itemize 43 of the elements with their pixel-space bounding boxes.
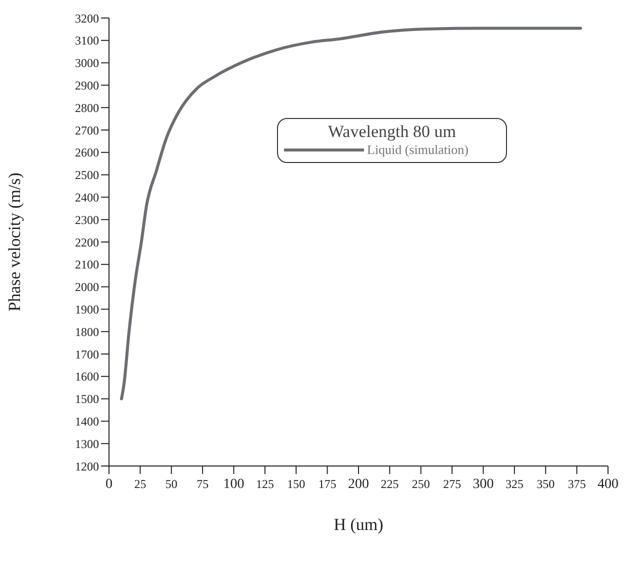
x-tick-label: 0	[106, 477, 112, 492]
x-tick-label: 175	[318, 477, 336, 491]
y-tick-label: 2300	[75, 212, 99, 227]
x-tick-label: 75	[196, 477, 209, 491]
y-tick-label: 2900	[75, 78, 99, 92]
x-tick-label: 100	[223, 477, 244, 492]
y-tick-label: 2800	[75, 100, 99, 115]
y-tick-label: 1500	[75, 392, 99, 406]
x-tick-label: 300	[472, 477, 494, 492]
x-tick-label: 400	[598, 477, 618, 492]
y-tick-label: 3200	[75, 11, 99, 26]
x-tick-label: 275	[443, 477, 462, 491]
y-tick-label: 2600	[75, 146, 99, 160]
y-tick-label: 1600	[75, 370, 99, 384]
x-tick-label: 200	[348, 477, 369, 492]
y-tick-label: 2700	[75, 123, 99, 138]
line-series	[120, 26, 582, 400]
y-tick-label: 2400	[75, 190, 99, 204]
x-tick-label: 225	[380, 477, 399, 491]
y-tick-label: 2500	[75, 168, 99, 182]
x-tick-label: 250	[412, 477, 430, 491]
text: Liquid (simulation)	[367, 142, 468, 158]
y-tick-label: 2000	[75, 280, 99, 294]
y-tick-label: 1400	[75, 414, 99, 428]
x-tick-label: 325	[505, 477, 524, 491]
y-tick-label: 1700	[75, 347, 99, 362]
x-axis-title: H (um)	[334, 515, 384, 534]
y-tick-label: 1200	[75, 459, 99, 474]
y-tick-label: 1900	[75, 302, 99, 316]
x-tick-label: 150	[287, 477, 306, 491]
x-tick-label: 50	[165, 477, 178, 491]
y-tick-label: 3100	[75, 34, 99, 48]
y-tick-label: 3000	[75, 56, 99, 70]
y-tick-label: 2200	[75, 235, 99, 250]
x-tick-label: 375	[568, 477, 586, 491]
x-tick-label: 350	[536, 477, 555, 491]
legend-title: Wavelength 80 um	[327, 122, 457, 142]
y-tick-label: 2100	[75, 258, 99, 272]
y-tick-label: 1800	[75, 324, 99, 339]
y-tick-label: 1300	[75, 436, 99, 451]
x-tick-label: 25	[134, 477, 146, 491]
x-tick-label: 125	[256, 477, 274, 491]
y-axis-title: Phase velocity (m/s)	[5, 172, 24, 312]
